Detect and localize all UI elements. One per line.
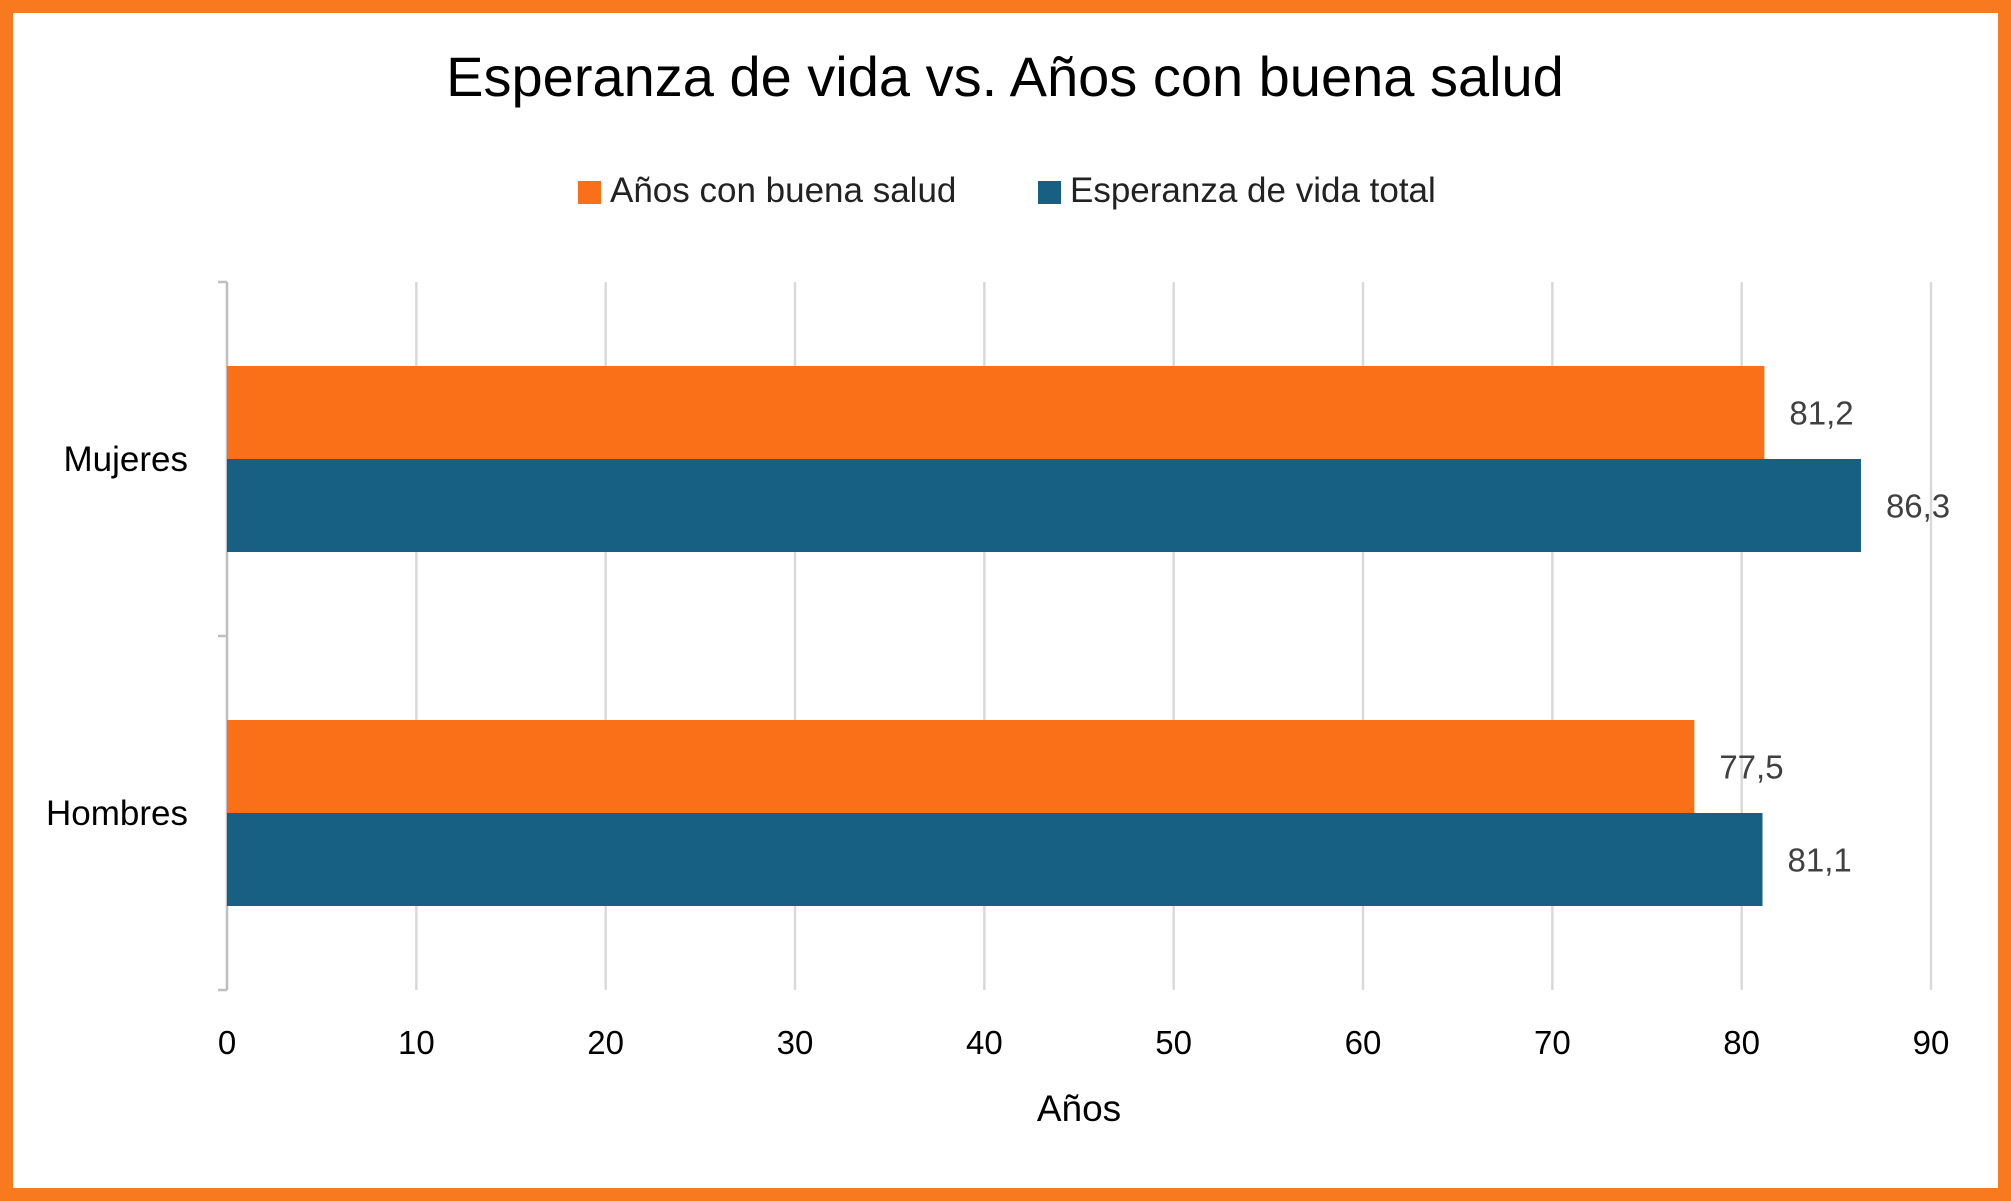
x-tick-label: 40 bbox=[966, 1024, 1003, 1061]
legend-label: Años con buena salud bbox=[610, 171, 956, 210]
data-label: 86,3 bbox=[1886, 488, 1950, 525]
x-tick-label: 60 bbox=[1345, 1024, 1382, 1061]
x-tick-label: 30 bbox=[777, 1024, 814, 1061]
category-label: Hombres bbox=[46, 794, 188, 833]
bar-hombres-1 bbox=[227, 813, 1763, 906]
x-tick-label: 0 bbox=[218, 1024, 236, 1061]
legend-label: Esperanza de vida total bbox=[1070, 171, 1436, 210]
chart-title: Esperanza de vida vs. Años con buena sal… bbox=[446, 45, 1564, 108]
x-tick-label: 50 bbox=[1155, 1024, 1192, 1061]
x-tick-label: 70 bbox=[1534, 1024, 1571, 1061]
x-axis-title: Años bbox=[1037, 1088, 1121, 1129]
legend-swatch bbox=[1038, 181, 1061, 204]
data-label: 81,1 bbox=[1787, 842, 1851, 879]
legend-swatch bbox=[578, 181, 601, 204]
x-tick-label: 20 bbox=[587, 1024, 624, 1061]
chart-frame bbox=[13, 13, 1998, 1188]
bar-mujeres-0 bbox=[227, 366, 1765, 459]
bar-hombres-0 bbox=[227, 720, 1695, 813]
data-label: 81,2 bbox=[1789, 395, 1853, 432]
category-label: Mujeres bbox=[64, 440, 188, 479]
bar-mujeres-1 bbox=[227, 459, 1861, 552]
x-tick-label: 10 bbox=[398, 1024, 435, 1061]
x-tick-label: 80 bbox=[1723, 1024, 1760, 1061]
data-label: 77,5 bbox=[1719, 749, 1783, 786]
x-tick-label: 90 bbox=[1913, 1024, 1950, 1061]
